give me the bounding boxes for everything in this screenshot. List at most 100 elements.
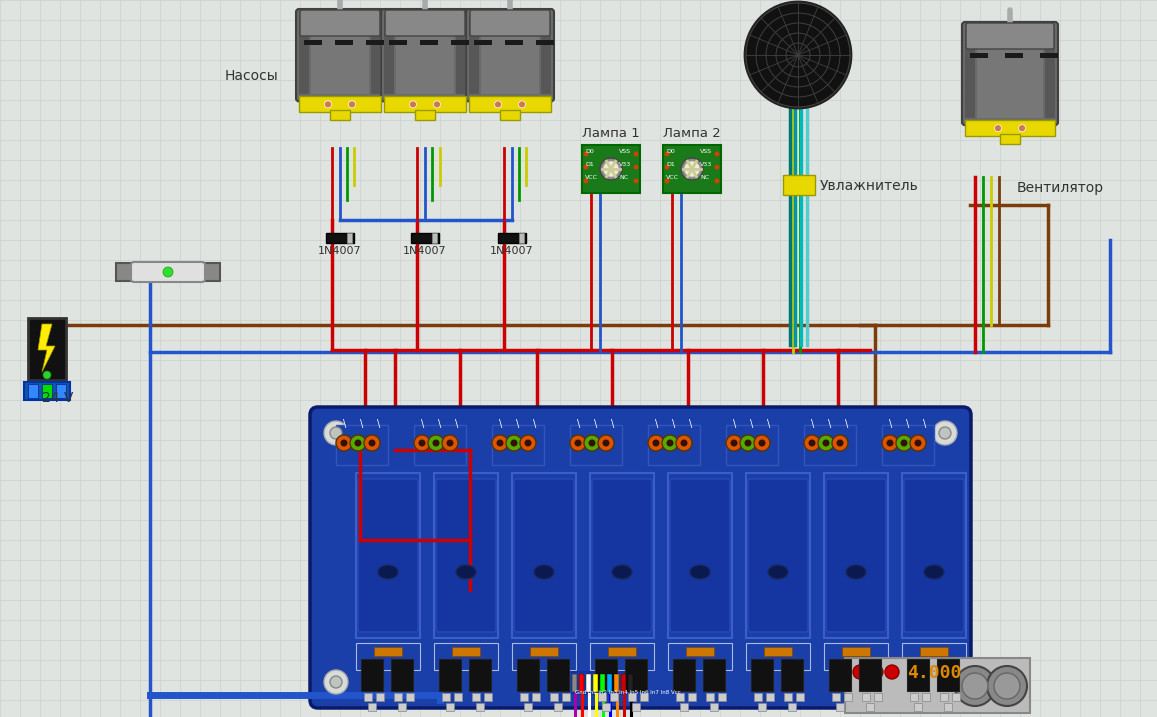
Bar (476, 703, 484, 711)
Bar (371, 16, 381, 95)
Circle shape (662, 435, 678, 451)
Circle shape (961, 673, 988, 699)
Circle shape (324, 101, 332, 108)
Circle shape (886, 440, 893, 447)
Bar (469, 659, 491, 691)
Text: D0: D0 (585, 149, 594, 154)
Bar (718, 693, 725, 701)
Circle shape (664, 164, 670, 169)
Circle shape (745, 2, 852, 108)
Bar (406, 693, 414, 701)
Circle shape (634, 151, 639, 156)
FancyBboxPatch shape (592, 479, 653, 632)
FancyBboxPatch shape (466, 9, 554, 101)
Bar (944, 703, 952, 711)
Bar (550, 693, 558, 701)
Bar (364, 693, 373, 701)
Text: V33: V33 (619, 162, 632, 167)
Bar (907, 659, 929, 691)
Circle shape (1018, 125, 1025, 132)
Bar (590, 473, 654, 638)
Bar (420, 40, 439, 45)
Text: \: \ (828, 419, 831, 429)
Bar (648, 425, 700, 465)
Bar (524, 703, 532, 711)
Bar (764, 647, 793, 656)
Bar (594, 674, 598, 692)
FancyBboxPatch shape (381, 9, 469, 101)
Circle shape (433, 440, 440, 447)
Text: Вентилятор: Вентилятор (1017, 181, 1104, 195)
Bar (415, 110, 435, 120)
FancyBboxPatch shape (310, 407, 971, 708)
Bar (706, 693, 714, 701)
Bar (414, 425, 466, 465)
Text: \: \ (360, 419, 363, 429)
Circle shape (518, 101, 525, 108)
Bar (754, 693, 762, 701)
Bar (56, 384, 66, 398)
Circle shape (882, 435, 898, 451)
Circle shape (818, 435, 834, 451)
Bar (366, 40, 384, 45)
Bar (824, 473, 889, 638)
Circle shape (368, 440, 376, 447)
Text: \: \ (342, 419, 346, 429)
Bar (758, 703, 766, 711)
Bar (832, 693, 840, 701)
Text: D1: D1 (666, 162, 675, 167)
Bar (965, 29, 975, 118)
Bar (585, 674, 591, 692)
Bar (445, 703, 454, 711)
Circle shape (653, 440, 659, 447)
Bar (804, 425, 856, 465)
Circle shape (496, 440, 503, 447)
Text: \: \ (672, 419, 676, 429)
Text: \: \ (594, 419, 597, 429)
Bar (628, 693, 636, 701)
Circle shape (524, 440, 531, 447)
Bar (202, 263, 220, 281)
Circle shape (900, 440, 907, 447)
Bar (858, 659, 880, 691)
FancyBboxPatch shape (747, 479, 808, 632)
Bar (766, 693, 774, 701)
Bar (395, 693, 401, 701)
Circle shape (754, 435, 771, 451)
FancyBboxPatch shape (385, 10, 465, 36)
Circle shape (519, 435, 536, 451)
Bar (922, 693, 930, 701)
Bar (492, 425, 544, 465)
Bar (469, 16, 479, 95)
Circle shape (715, 164, 720, 169)
Bar (751, 659, 773, 691)
Bar (513, 473, 576, 638)
Circle shape (939, 676, 951, 688)
Bar (530, 647, 558, 656)
Circle shape (911, 435, 926, 451)
Circle shape (740, 435, 756, 451)
Bar (625, 659, 647, 691)
Bar (911, 693, 918, 701)
Bar (1040, 53, 1057, 58)
Text: 1N4007: 1N4007 (491, 246, 533, 256)
Text: \: \ (690, 419, 692, 429)
FancyBboxPatch shape (670, 479, 730, 632)
Circle shape (603, 161, 619, 177)
Bar (1005, 53, 1023, 58)
Bar (484, 693, 492, 701)
Circle shape (634, 164, 639, 169)
Text: \: \ (577, 419, 581, 429)
Text: VSS: VSS (619, 149, 631, 154)
Ellipse shape (456, 565, 476, 579)
Bar (578, 674, 584, 692)
Bar (882, 425, 934, 465)
Circle shape (933, 421, 957, 445)
Circle shape (583, 151, 589, 156)
Circle shape (715, 151, 720, 156)
Bar (472, 693, 480, 701)
Bar (498, 233, 526, 243)
FancyBboxPatch shape (826, 479, 886, 632)
Bar (590, 643, 654, 670)
Bar (688, 693, 697, 701)
